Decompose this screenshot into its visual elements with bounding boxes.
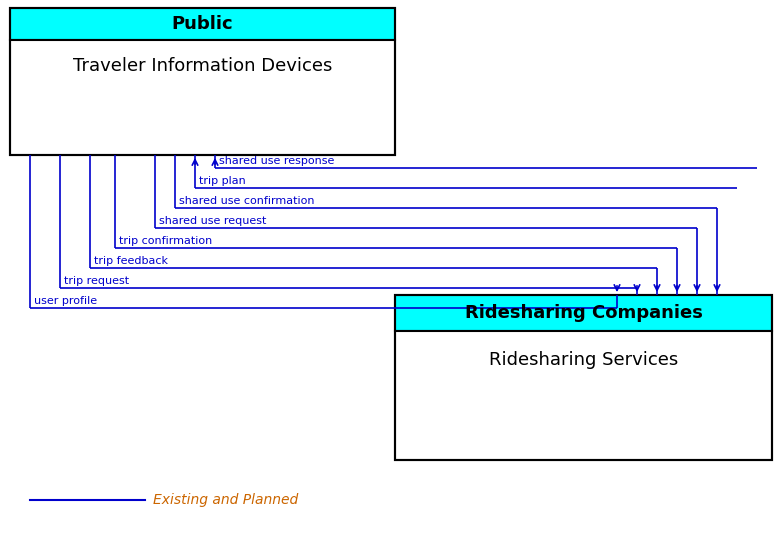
Text: Traveler Information Devices: Traveler Information Devices <box>73 57 332 75</box>
Bar <box>395 295 772 331</box>
Text: Ridesharing Companies: Ridesharing Companies <box>465 304 702 322</box>
Text: user profile: user profile <box>34 296 97 306</box>
Text: trip plan: trip plan <box>199 176 246 186</box>
Text: shared use response: shared use response <box>219 156 335 166</box>
Text: shared use request: shared use request <box>159 216 267 226</box>
Text: trip confirmation: trip confirmation <box>119 236 212 246</box>
Bar <box>10 8 395 41</box>
Text: Ridesharing Services: Ridesharing Services <box>489 351 678 368</box>
Text: Existing and Planned: Existing and Planned <box>153 493 298 507</box>
Bar <box>395 331 772 460</box>
Text: shared use confirmation: shared use confirmation <box>179 196 314 206</box>
Bar <box>395 295 772 460</box>
Bar <box>10 8 395 155</box>
Text: Public: Public <box>172 15 233 33</box>
Bar <box>10 41 395 155</box>
Text: trip request: trip request <box>64 276 129 286</box>
Text: trip feedback: trip feedback <box>94 256 168 266</box>
